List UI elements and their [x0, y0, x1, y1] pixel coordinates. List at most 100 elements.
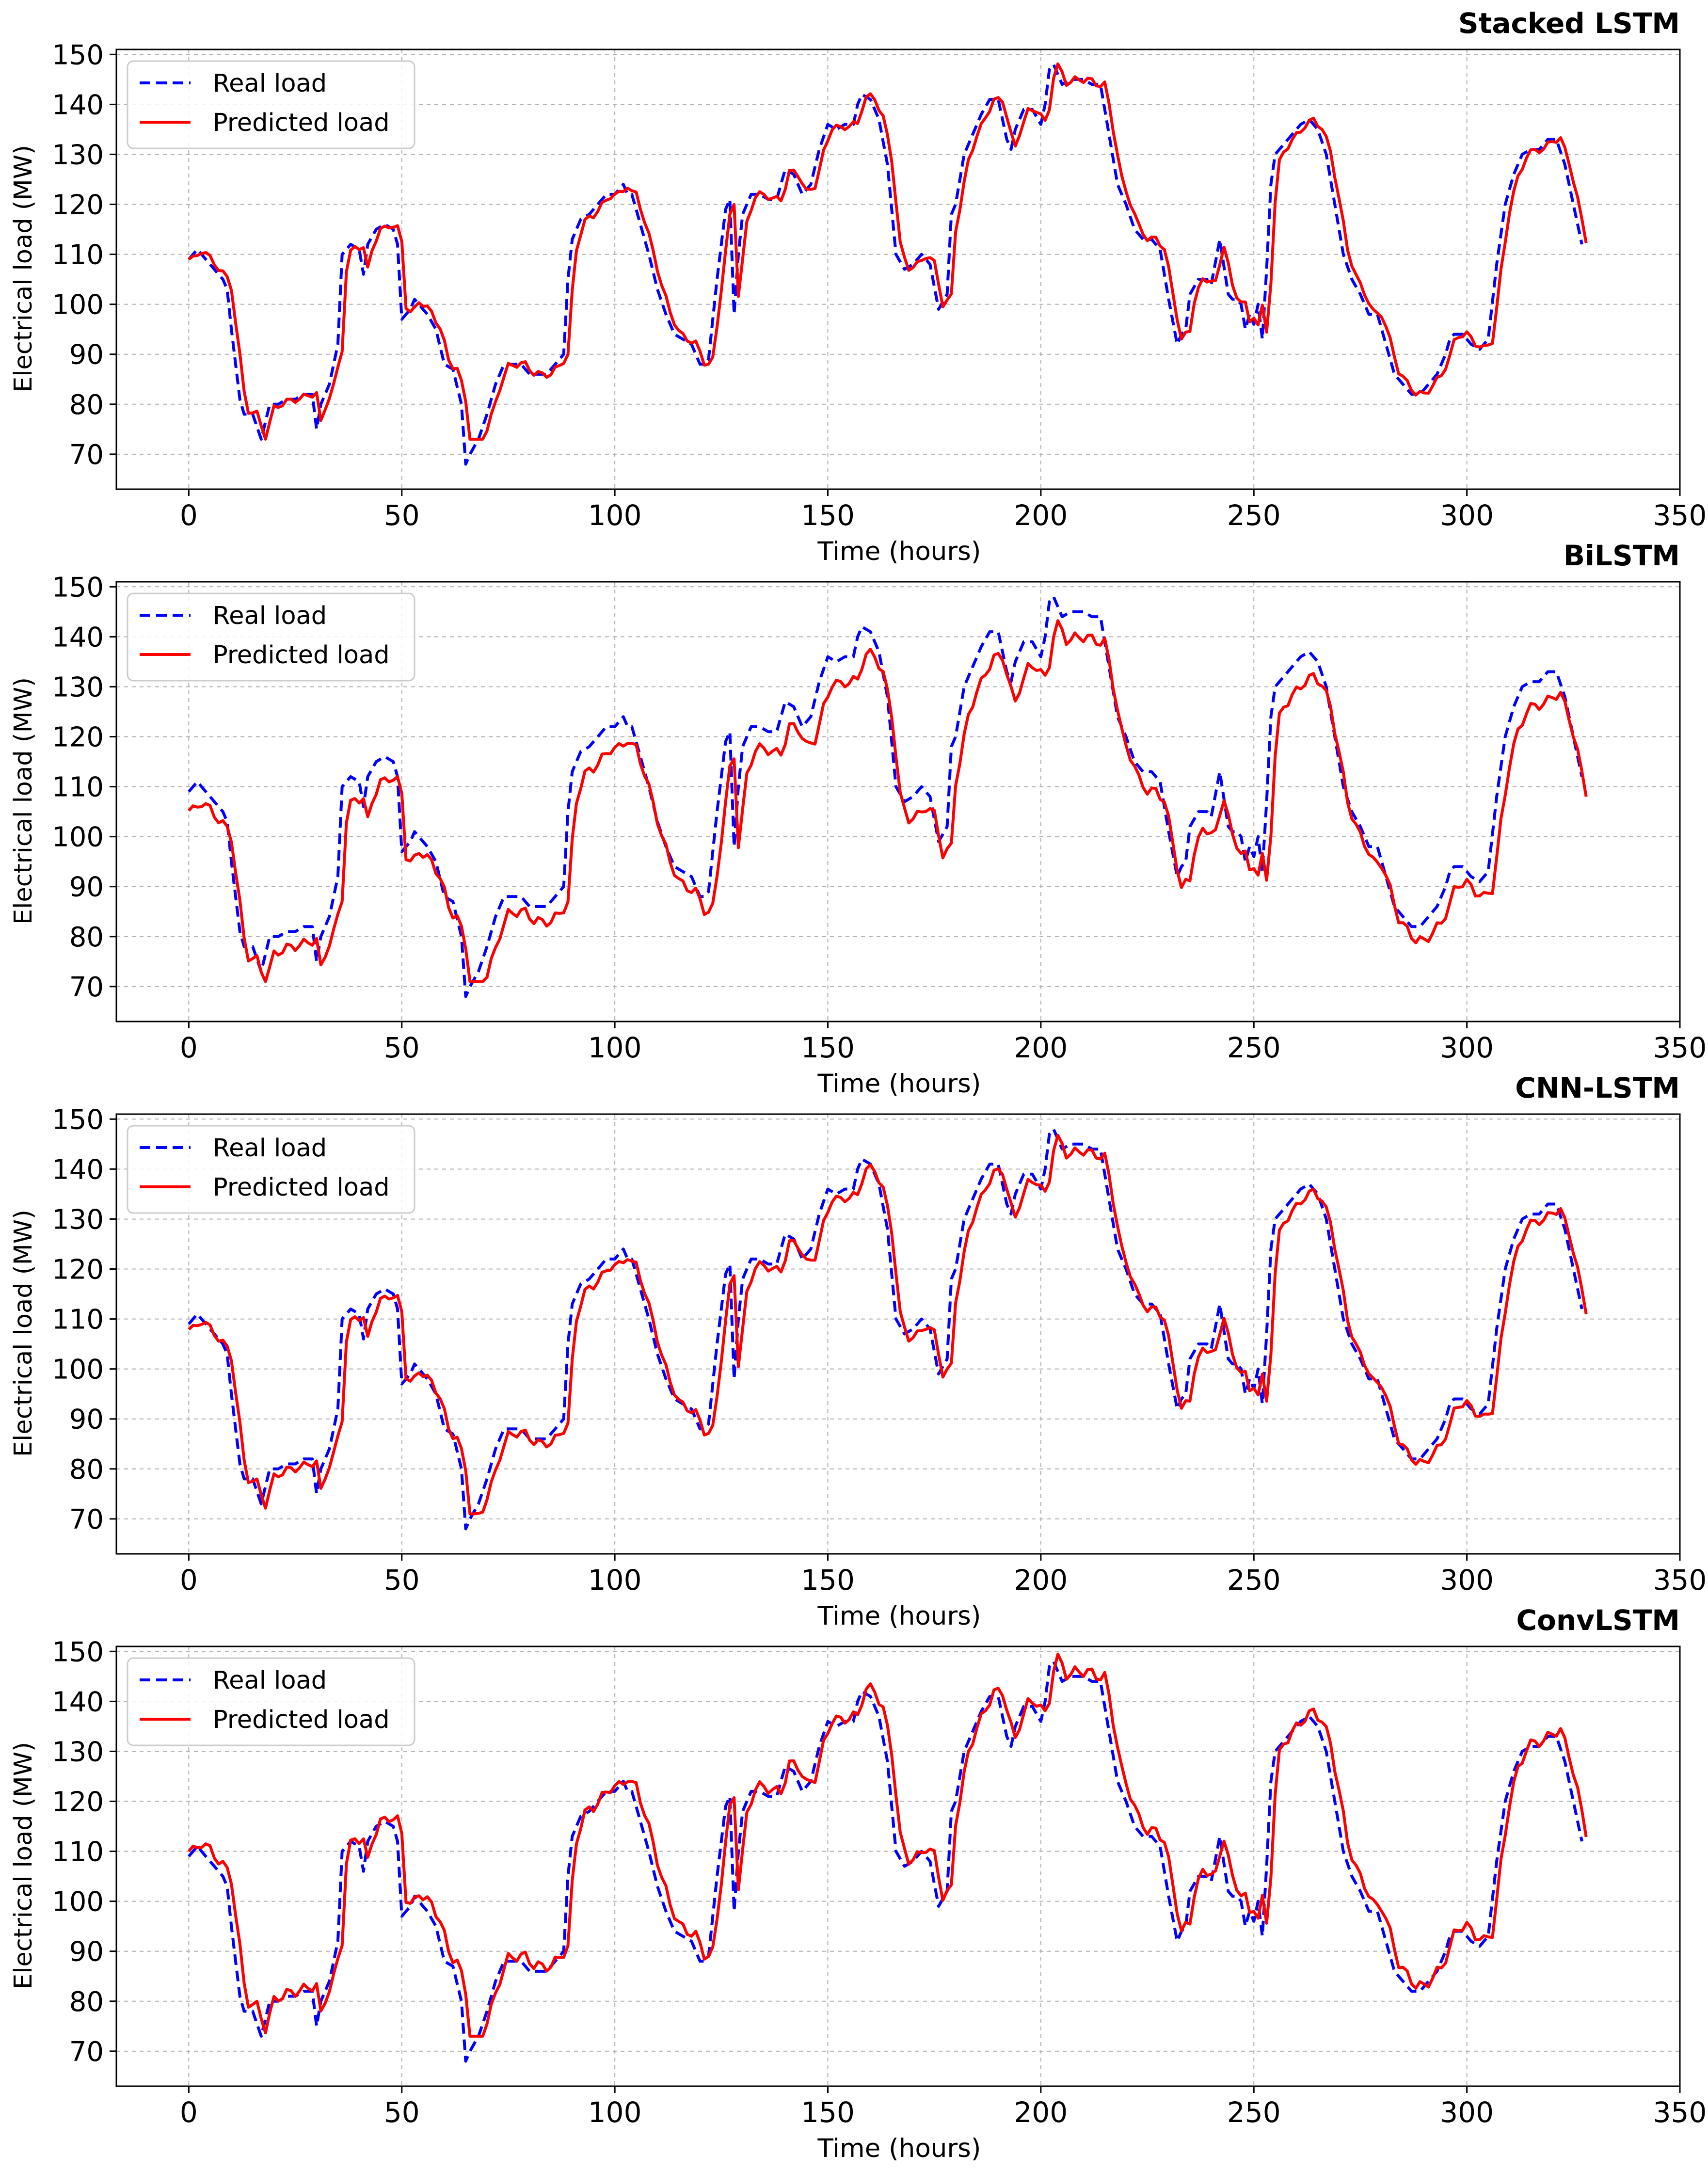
x-tick-label: 150 [801, 1564, 855, 1597]
y-tick-label: 150 [52, 1104, 104, 1135]
x-tick-label: 50 [384, 1031, 420, 1064]
legend-predicted-label: Predicted load [213, 1706, 390, 1734]
x-tick-label: 200 [1014, 2096, 1068, 2129]
axes-frame [115, 1645, 1681, 2087]
legend-real-label: Real load [213, 69, 327, 98]
y-tick-label: 90 [69, 1404, 104, 1436]
x-axis-label: Time (hours) [817, 537, 981, 566]
y-axis-label: Electrical load (MW) [9, 145, 38, 392]
x-tick-label: 200 [1014, 1031, 1068, 1064]
y-tick-label: 70 [69, 972, 104, 1003]
x-tick-label: 350 [1653, 1031, 1707, 1064]
x-axis-label: Time (hours) [817, 1601, 981, 1631]
y-tick-label: 90 [69, 339, 104, 371]
legend-predicted-label: Predicted load [213, 641, 390, 670]
y-tick-label: 130 [52, 1204, 104, 1235]
legend: Real load Predicted load [127, 592, 415, 682]
x-tick-label: 250 [1227, 499, 1281, 532]
legend: Real load Predicted load [127, 60, 415, 149]
x-tick-label: 150 [801, 499, 855, 532]
y-tick-label: 110 [52, 772, 104, 803]
y-tick-label: 80 [69, 389, 104, 421]
x-tick-label: 200 [1014, 499, 1068, 532]
legend: Real load Predicted load [127, 1657, 415, 1746]
x-tick-label: 0 [180, 2096, 198, 2129]
y-tick-label: 70 [69, 1504, 104, 1535]
x-tick-label: 0 [180, 1564, 198, 1597]
y-axis-label: Electrical load (MW) [9, 1210, 38, 1457]
plot-area: 0 50 100 150 200 250 300 350 70 80 90 100 110 120 130 1… [52, 1636, 1707, 2129]
y-tick-label: 120 [52, 190, 104, 221]
y-tick-label: 80 [69, 1986, 104, 2018]
y-tick-label: 120 [52, 1787, 104, 1818]
panel-stacked-lstm: 0 50 100 150 200 250 300 350 70 80 90 100 110 120 130 1… [9, 7, 1707, 566]
series-real-load [188, 63, 1583, 466]
series-real-load [188, 1127, 1583, 1531]
x-tick-label: 250 [1227, 1564, 1281, 1597]
panel-title: ConvLSTM [1516, 1604, 1680, 1637]
y-tick-label: 110 [52, 1304, 104, 1336]
x-tick-label: 350 [1653, 2096, 1707, 2129]
y-tick-label: 100 [52, 289, 104, 321]
x-tick-label: 100 [588, 2096, 642, 2129]
x-tick-label: 200 [1014, 1564, 1068, 1597]
x-tick-label: 350 [1653, 1564, 1707, 1597]
y-tick-label: 140 [52, 89, 104, 121]
x-tick-label: 300 [1440, 499, 1494, 532]
legend-real-label: Real load [213, 1666, 327, 1695]
y-tick-label: 120 [52, 722, 104, 753]
legend-real-label: Real load [213, 1134, 327, 1163]
x-tick-label: 250 [1227, 2096, 1281, 2129]
x-tick-label: 0 [180, 1031, 198, 1064]
panel-cnn-lstm: 0 50 100 150 200 250 300 350 70 80 90 100 110 120 130 1… [9, 1071, 1707, 1631]
y-tick-label: 140 [52, 622, 104, 653]
legend-box [127, 60, 415, 149]
y-tick-label: 150 [52, 39, 104, 71]
series-real-load [188, 595, 1583, 998]
panel-title: Stacked LSTM [1458, 7, 1680, 40]
x-tick-label: 50 [384, 1564, 420, 1597]
x-tick-label: 150 [801, 1031, 855, 1064]
x-tick-label: 350 [1653, 499, 1707, 532]
series-predicted-load [188, 1134, 1588, 1516]
y-tick-label: 80 [69, 922, 104, 953]
y-tick-label: 150 [52, 572, 104, 603]
panel-title: BiLSTM [1564, 539, 1680, 572]
plot-area: 0 50 100 150 200 250 300 350 70 80 90 100 110 120 130 1… [52, 39, 1707, 532]
panel-title: CNN-LSTM [1515, 1071, 1680, 1104]
legend: Real load Predicted load [127, 1125, 415, 1214]
y-tick-label: 140 [52, 1154, 104, 1185]
y-tick-label: 100 [52, 822, 104, 853]
legend-real-label: Real load [213, 602, 327, 630]
axes-frame [115, 48, 1681, 490]
y-tick-label: 100 [52, 1886, 104, 1918]
x-tick-label: 50 [384, 499, 420, 532]
panel-bilstm: 0 50 100 150 200 250 300 350 70 80 90 100 110 120 130 1… [9, 539, 1707, 1099]
y-tick-label: 130 [52, 1736, 104, 1768]
series-real-load [188, 1660, 1583, 2063]
x-tick-label: 0 [180, 499, 198, 532]
x-axis-label: Time (hours) [817, 1069, 981, 1099]
legend-box [127, 1125, 415, 1214]
x-tick-label: 250 [1227, 1031, 1281, 1064]
y-axis-label: Electrical load (MW) [9, 677, 38, 925]
y-tick-label: 110 [52, 240, 104, 271]
series-predicted-load [188, 1652, 1588, 2038]
y-tick-label: 130 [52, 671, 104, 703]
x-tick-label: 100 [588, 1031, 642, 1064]
legend-box [127, 592, 415, 682]
legend-box [127, 1657, 415, 1746]
x-tick-label: 100 [588, 1564, 642, 1597]
panel-convlstm: 0 50 100 150 200 250 300 350 70 80 90 100 110 120 130 1… [9, 1604, 1707, 2163]
x-tick-label: 150 [801, 2096, 855, 2129]
x-tick-label: 300 [1440, 2096, 1494, 2129]
series-predicted-load [188, 62, 1588, 441]
x-tick-label: 300 [1440, 1564, 1494, 1597]
plot-area: 0 50 100 150 200 250 300 350 70 80 90 100 110 120 130 1… [52, 572, 1707, 1064]
legend-predicted-label: Predicted load [213, 109, 390, 137]
plot-area: 0 50 100 150 200 250 300 350 70 80 90 100 110 120 130 1… [52, 1104, 1707, 1597]
y-tick-label: 150 [52, 1636, 104, 1668]
x-tick-label: 50 [384, 2096, 420, 2129]
